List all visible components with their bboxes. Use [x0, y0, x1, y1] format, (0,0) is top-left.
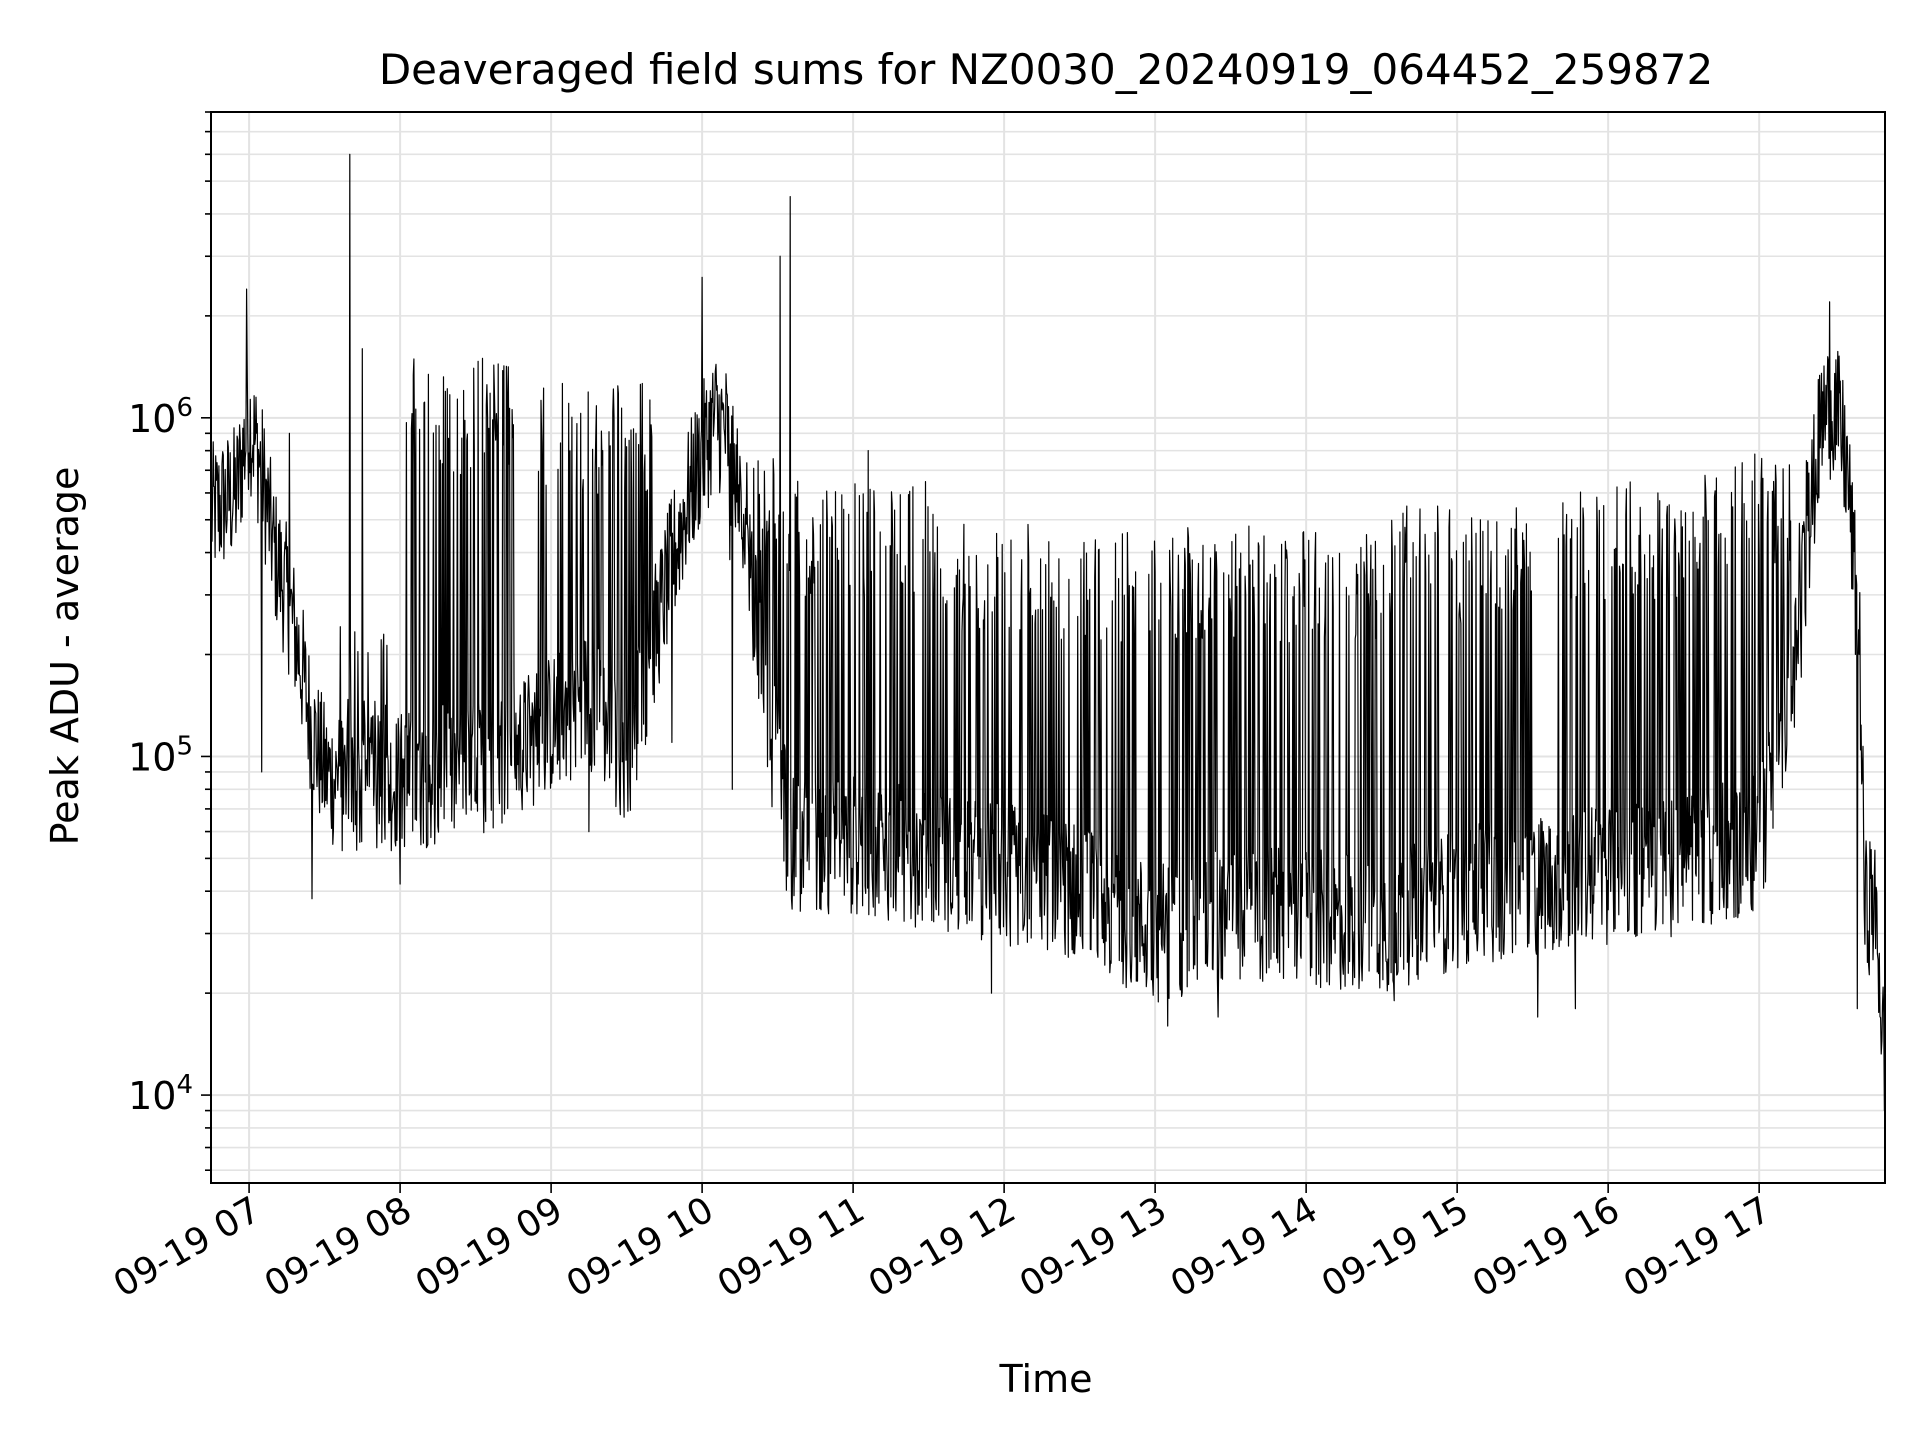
y-axis-label: Peak ADU - average [43, 467, 87, 846]
plot-frame [210, 111, 1886, 1184]
series-line [210, 153, 1886, 1112]
plot-area [210, 153, 1886, 1112]
chart-title: Deaveraged field sums for NZ0030_2024091… [379, 45, 1713, 94]
y-tick-label: 104 [128, 1070, 193, 1118]
y-tick-label: 106 [128, 393, 193, 441]
x-axis-label: Time [999, 1357, 1093, 1401]
y-tick-label: 105 [128, 731, 193, 779]
